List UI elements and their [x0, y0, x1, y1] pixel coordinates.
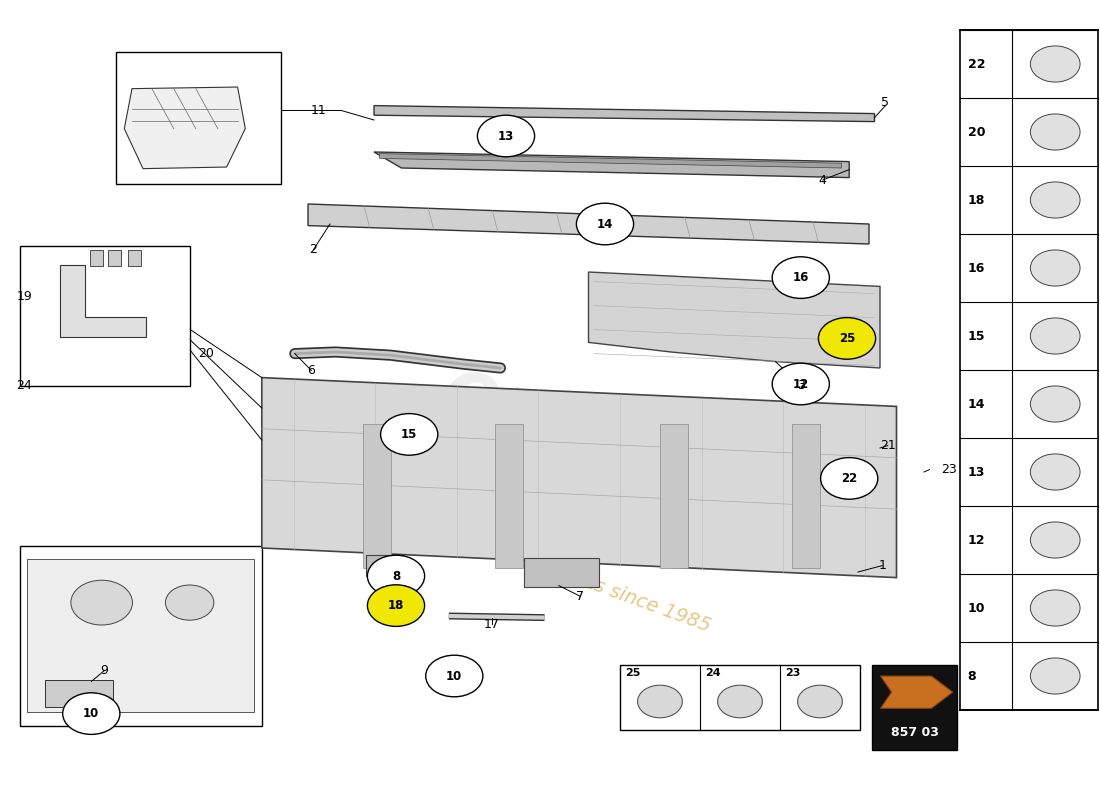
Text: 19: 19 — [16, 290, 32, 302]
Text: 22: 22 — [842, 472, 857, 485]
FancyBboxPatch shape — [960, 30, 1098, 710]
Circle shape — [70, 580, 132, 625]
Polygon shape — [379, 154, 842, 168]
Text: 13: 13 — [498, 130, 514, 142]
Text: euroParts: euroParts — [431, 348, 889, 580]
Circle shape — [381, 414, 438, 455]
FancyBboxPatch shape — [45, 680, 113, 707]
Circle shape — [1031, 114, 1080, 150]
Circle shape — [717, 685, 762, 718]
Text: a passion for parts since 1985: a passion for parts since 1985 — [430, 517, 714, 635]
Text: 25: 25 — [626, 668, 641, 678]
Text: 22: 22 — [968, 58, 986, 70]
Circle shape — [165, 585, 213, 620]
Text: 17: 17 — [484, 618, 499, 630]
Text: 23: 23 — [942, 463, 957, 476]
Polygon shape — [59, 265, 145, 337]
Text: 13: 13 — [968, 466, 984, 478]
Text: 3: 3 — [796, 379, 805, 392]
Text: 2: 2 — [309, 243, 318, 256]
Text: 5: 5 — [881, 96, 890, 109]
Circle shape — [1031, 522, 1080, 558]
Text: 24: 24 — [705, 668, 722, 678]
Text: 24: 24 — [16, 379, 32, 392]
Polygon shape — [308, 204, 869, 244]
Circle shape — [367, 555, 425, 597]
Text: 857 03: 857 03 — [891, 726, 938, 739]
Text: 1: 1 — [878, 559, 887, 572]
Text: 16: 16 — [793, 271, 808, 284]
Circle shape — [772, 257, 829, 298]
Text: 20: 20 — [968, 126, 986, 138]
Circle shape — [63, 693, 120, 734]
Circle shape — [818, 318, 876, 359]
FancyBboxPatch shape — [20, 546, 262, 726]
Circle shape — [426, 655, 483, 697]
Text: 4: 4 — [818, 174, 827, 186]
Circle shape — [1031, 454, 1080, 490]
Circle shape — [1031, 182, 1080, 218]
Circle shape — [477, 115, 535, 157]
Circle shape — [1031, 590, 1080, 626]
FancyBboxPatch shape — [363, 424, 390, 568]
FancyBboxPatch shape — [620, 665, 860, 730]
Circle shape — [1031, 250, 1080, 286]
FancyBboxPatch shape — [89, 250, 102, 266]
Polygon shape — [374, 152, 849, 178]
Text: 10: 10 — [84, 707, 99, 720]
Circle shape — [821, 458, 878, 499]
FancyBboxPatch shape — [108, 250, 121, 266]
Text: 16: 16 — [968, 262, 984, 274]
Circle shape — [772, 363, 829, 405]
Text: 12: 12 — [793, 378, 808, 390]
Text: 11: 11 — [311, 104, 327, 117]
Text: 8: 8 — [392, 570, 400, 582]
FancyBboxPatch shape — [128, 250, 141, 266]
FancyBboxPatch shape — [872, 665, 957, 750]
Circle shape — [1031, 658, 1080, 694]
Text: 10: 10 — [447, 670, 462, 682]
Text: 6: 6 — [307, 364, 316, 377]
Text: 10: 10 — [968, 602, 986, 614]
Circle shape — [1031, 318, 1080, 354]
FancyBboxPatch shape — [116, 52, 280, 184]
Text: 14: 14 — [597, 218, 613, 230]
FancyBboxPatch shape — [366, 555, 404, 576]
Circle shape — [576, 203, 634, 245]
Text: 18: 18 — [388, 599, 404, 612]
Circle shape — [1031, 46, 1080, 82]
Circle shape — [367, 585, 425, 626]
Polygon shape — [374, 106, 874, 122]
Polygon shape — [588, 272, 880, 368]
Text: 8: 8 — [968, 670, 977, 682]
FancyBboxPatch shape — [524, 558, 600, 587]
Text: 20: 20 — [198, 347, 213, 360]
Text: 18: 18 — [968, 194, 984, 206]
Text: 14: 14 — [968, 398, 986, 410]
Polygon shape — [262, 378, 896, 578]
Text: 25: 25 — [839, 332, 855, 345]
FancyBboxPatch shape — [792, 424, 820, 568]
Text: 21: 21 — [880, 439, 895, 452]
FancyBboxPatch shape — [660, 424, 688, 568]
FancyBboxPatch shape — [20, 246, 190, 386]
Text: 23: 23 — [785, 668, 801, 678]
Circle shape — [798, 685, 843, 718]
Text: 15: 15 — [402, 428, 417, 441]
Text: 9: 9 — [100, 664, 109, 677]
Text: 7: 7 — [575, 590, 584, 602]
FancyBboxPatch shape — [28, 559, 254, 712]
Text: 15: 15 — [968, 330, 986, 342]
Polygon shape — [124, 87, 245, 169]
Circle shape — [1031, 386, 1080, 422]
Polygon shape — [880, 676, 953, 708]
Text: 12: 12 — [968, 534, 986, 546]
Circle shape — [638, 685, 682, 718]
FancyBboxPatch shape — [495, 424, 522, 568]
